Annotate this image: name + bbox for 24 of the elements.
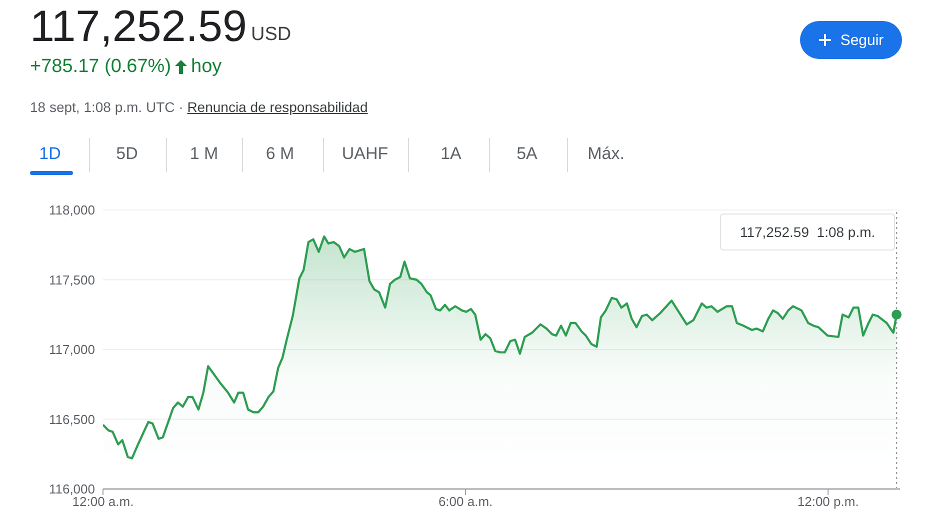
y-tick-label: 117,000	[48, 342, 95, 358]
text: 1D	[38, 144, 62, 164]
annotation: 117,252.59 1:08 p.m.	[740, 224, 876, 240]
y-tick-label: 117,500	[48, 272, 95, 288]
text: hoy	[191, 56, 222, 78]
text: UAHF	[340, 144, 390, 164]
text: USD	[251, 24, 292, 46]
y-tick-label: 116,000	[48, 482, 95, 497]
x-tick-label: 12:00 p.m.	[797, 494, 859, 510]
y-tick-label: 118,000	[48, 202, 95, 218]
text: Máx.	[586, 144, 626, 164]
x-tick-label: 12:00 a.m.	[72, 494, 134, 510]
text: 6 M	[264, 144, 296, 164]
text: 18 sept, 1:08 p.m. UTC ·	[30, 99, 184, 115]
y-tick-label: 116,500	[48, 412, 95, 427]
text: +785.17 (0.67%)	[30, 56, 172, 78]
text: 1 M	[188, 144, 220, 164]
text: 5A	[516, 144, 538, 164]
follow-button: Seguir	[800, 21, 902, 59]
x-tick-label: 6:00 a.m.	[438, 494, 493, 510]
text: 1A	[440, 144, 462, 164]
text: 5D	[115, 144, 139, 164]
text: Renuncia de responsabilidad	[187, 99, 368, 115]
chart-title: 117,252.59	[30, 2, 247, 52]
